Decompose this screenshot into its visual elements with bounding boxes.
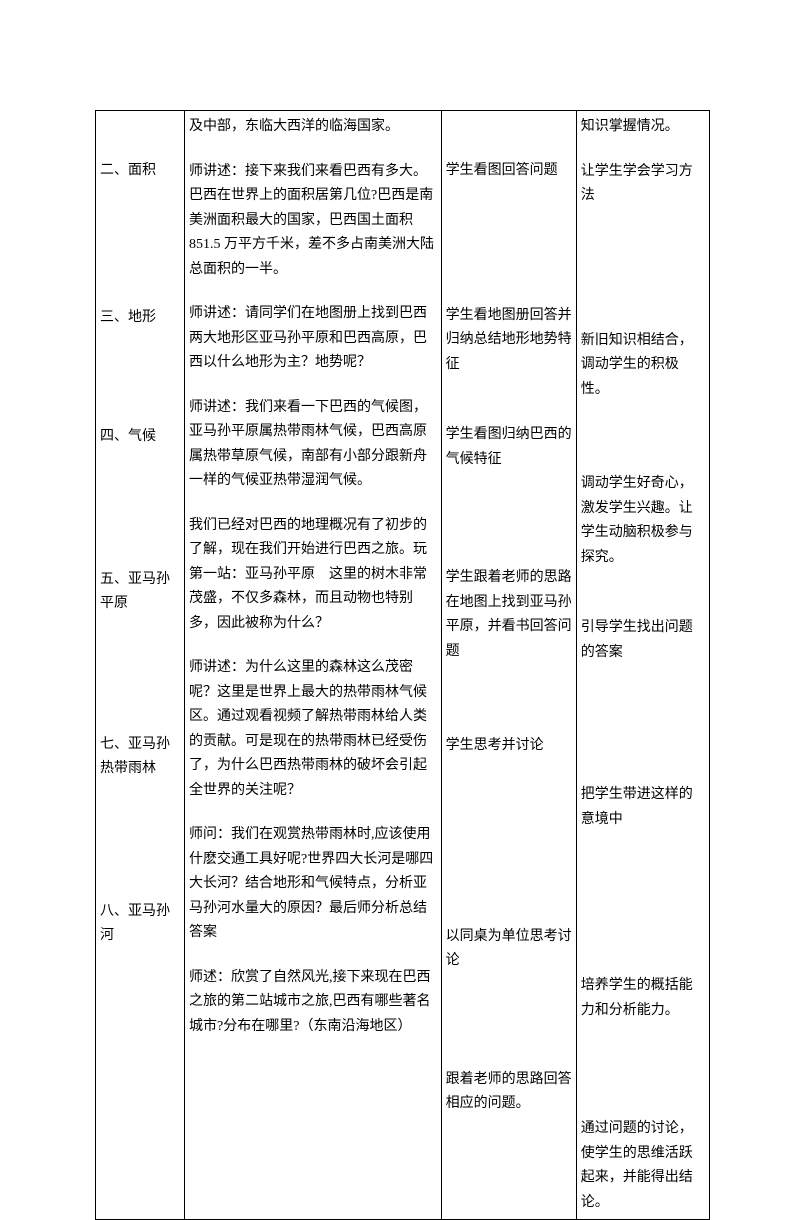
cell-text: 跟着老师的思路回答相应的问题。 [446,1068,572,1117]
cell-text: 及中部，东临大西洋的临海国家。 [189,115,437,140]
cell-text: 师讲述：请同学们在地图册上找到巴西两大地形区亚马孙平原和巴西高原，巴西以什么地形… [189,302,437,376]
cell-text: 师讲述：为什么这里的森林这么茂密呢？这里是世界上最大的热带雨林气候区。通过观看视… [189,656,437,803]
cell-text: 学生跟着老师的思路在地图上找到亚马孙平原，并看书回答问题 [446,566,572,664]
table-row: 二、面积 三、地形 四、气候 五、亚马孙平原 七、亚马孙热带雨林 八、亚马孙河 … [96,111,710,1220]
row-label: 四、气候 [100,425,180,450]
cell-text: 师讲述：我们来看一下巴西的气候图，亚马孙平原属热带雨林气候，巴西高原属热带草原气… [189,396,437,494]
cell-text: 学生看图回答问题 [446,159,572,184]
cell-text: 把学生带进这样的意境中 [581,783,705,832]
cell-text: 引导学生找出问题的答案 [581,616,705,665]
row-label: 七、亚马孙热带雨林 [100,733,180,782]
row-label: 八、亚马孙河 [100,900,180,949]
cell-text: 调动学生好奇心，激发学生兴趣。让学生动脑积极参与探究。 [581,472,705,570]
student-activity-cell: 学生看图回答问题 学生看地图册回答并归纳总结地形地势特征 学生看图归纳巴西的气候… [441,111,576,1220]
row-label: 二、面积 [100,159,180,184]
cell-text: 新旧知识相结合，调动学生的积极性。 [581,329,705,403]
cell-text: 知识掌握情况。 [581,115,705,140]
cell-text: 师述：欣赏了自然风光,接下来现在巴西之旅的第二站城市之旅,巴西有哪些著名城市?分… [189,966,437,1040]
lesson-plan-table: 二、面积 三、地形 四、气候 五、亚马孙平原 七、亚马孙热带雨林 八、亚马孙河 … [95,110,710,1220]
cell-text: 让学生学会学习方法 [581,160,705,209]
cell-text: 我们已经对巴西的地理概况有了初步的了解，现在我们开始进行巴西之旅。玩第一站：亚马… [189,514,437,637]
row-label: 五、亚马孙平原 [100,568,180,617]
cell-text: 师问：我们在观赏热带雨林时,应该使用什麽交通工具好呢?世界四大长河是哪四大长河？… [189,823,437,946]
row-label: 三、地形 [100,306,180,331]
cell-text: 学生看地图册回答并归纳总结地形地势特征 [446,304,572,378]
teacher-activity-cell: 及中部，东临大西洋的临海国家。 师讲述：接下来我们来看巴西有多大。巴西在世界上的… [185,111,442,1220]
cell-text: 以同桌为单位思考讨论 [446,925,572,974]
cell-text: 学生看图归纳巴西的气候特征 [446,423,572,472]
section-label-cell: 二、面积 三、地形 四、气候 五、亚马孙平原 七、亚马孙热带雨林 八、亚马孙河 [96,111,185,1220]
cell-text: 培养学生的概括能力和分析能力。 [581,974,705,1023]
design-intent-cell: 知识掌握情况。 让学生学会学习方法 新旧知识相结合，调动学生的积极性。 调动学生… [576,111,709,1220]
cell-text: 学生思考并讨论 [446,734,572,759]
cell-text: 师讲述：接下来我们来看巴西有多大。巴西在世界上的面积居第几位?巴西是南美洲面积最… [189,160,437,283]
